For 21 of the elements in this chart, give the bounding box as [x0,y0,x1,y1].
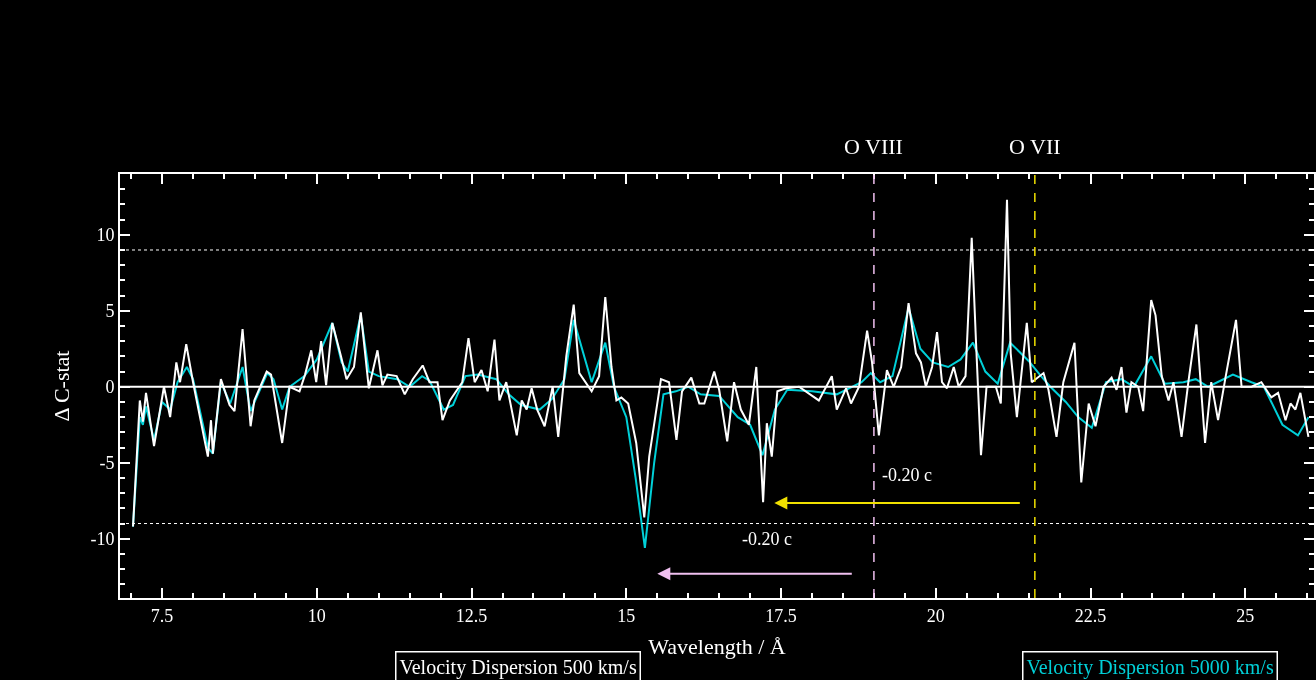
y-tick-label: 0 [105,377,115,398]
x-tick-label: 12.5 [455,605,488,626]
text: Velocity Dispersion 500 km/s [399,655,637,679]
y-tick-label: -10 [90,529,115,550]
x-tick-label: 10 [307,605,326,626]
ref-line-label: O VIII [844,134,903,159]
y-tick-label: -5 [99,453,115,474]
y-tick-label: 5 [105,301,115,322]
x-tick-label: 25 [1236,605,1255,626]
y-axis-title: Δ C-stat [48,350,74,422]
x-tick-label: 17.5 [765,605,797,626]
text: Velocity Dispersion 5000 km/s [1026,655,1274,679]
annotation: -0.20 c [742,529,792,549]
x-tick-label: 20 [926,605,945,626]
annotation: -0.20 c [882,465,932,485]
x-tick-label: 15 [617,605,636,626]
x-tick-label: 7.5 [150,605,174,626]
y-tick-label: 10 [96,225,115,246]
ref-line-label: O VII [1009,134,1061,159]
x-axis-title: Wavelength / Å [648,634,786,659]
x-tick-label: 22.5 [1074,605,1107,626]
